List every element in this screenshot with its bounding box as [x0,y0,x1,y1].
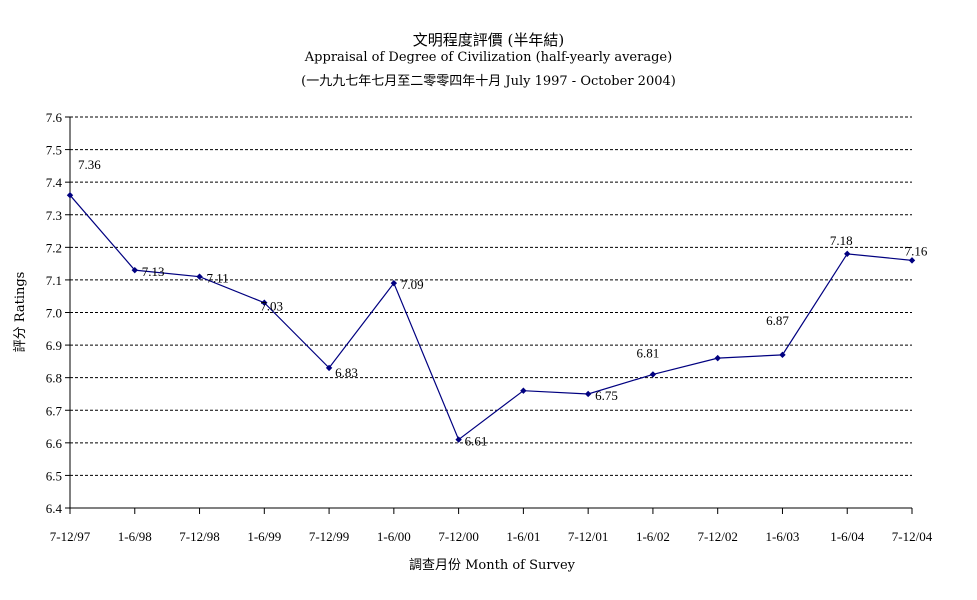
data-label: 7.13 [142,264,165,279]
x-tick-label: 7-12/02 [697,529,737,544]
x-tick-label: 7-12/98 [179,529,219,544]
series-line [69,194,913,441]
y-tick-label: 6.9 [46,338,62,353]
series-line-path [69,194,913,441]
y-tick-label: 6.6 [46,436,63,451]
data-point [649,371,657,378]
data-point [66,192,74,199]
data-point [779,351,786,359]
data-label: 7.03 [260,299,283,314]
data-point [390,279,398,287]
chart-subtitle: Appraisal of Degree of Civilization (hal… [304,50,673,65]
data-label: 7.36 [78,157,101,172]
y-tick-label: 6.4 [46,501,63,516]
x-tick-label: 7-12/04 [892,529,933,544]
data-point [714,354,721,362]
y-tick-label: 7.6 [46,110,63,125]
x-tick-label: 7-12/97 [50,529,91,544]
y-tick-label: 6.5 [46,468,62,483]
y-tick-label: 7.2 [46,240,62,255]
data-point [584,390,592,398]
data-label: 6.81 [637,345,660,360]
x-tick-label: 1-6/02 [636,529,670,544]
data-label: 6.75 [595,388,618,403]
x-tick-label: 1-6/00 [377,529,411,544]
data-points [66,192,916,443]
data-point [455,436,462,443]
y-tick-label: 7.1 [46,273,62,288]
data-point [844,250,851,258]
data-label: 7.16 [905,243,928,258]
y-tick-label: 6.8 [46,371,62,386]
y-tick-label: 7.4 [46,175,63,190]
x-tick-label: 7-12/00 [438,529,478,544]
y-tick-label: 7.5 [46,143,62,158]
data-label: 7.18 [830,233,853,248]
data-labels: 7.36 7.13 7.11 7.03 6.83 7.09 6.61 6.75 6.81 6.87… [78,157,928,448]
y-tick-labels: 6.4 6.5 6.6 6.7 6.8 6.9 7.0 7.1 7.2 7.3 7.4 7.5 7.6 [46,110,63,516]
y-tick-label: 7.3 [46,208,62,223]
y-tick-label: 6.7 [46,403,63,418]
x-tick-label: 1-6/01 [506,529,540,544]
gridlines [70,116,912,476]
x-axis-title: 調查月份 Month of Survey [409,558,576,573]
axes [65,116,913,514]
y-tick-label: 7.0 [46,306,62,321]
data-label: 7.11 [207,271,229,286]
data-label: 6.61 [465,434,488,449]
chart-date-range: (一九九七年七月至二零零四年十月 July 1997 - October 200… [301,74,676,89]
data-point [261,299,268,306]
data-point [520,387,527,394]
y-axis-title: 評分 Ratings [13,272,28,353]
chart-title: 文明程度評價 (半年結) [412,31,565,49]
data-point [908,257,916,264]
data-point [196,273,203,280]
data-label: 7.09 [401,277,424,292]
data-point [131,266,138,274]
x-tick-label: 1-6/03 [765,529,799,544]
x-tick-label: 1-6/98 [118,529,152,544]
x-tick-label: 7-12/99 [309,529,349,544]
x-tick-label: 1-6/04 [830,529,864,544]
data-point [325,364,333,372]
x-tick-label: 7-12/01 [568,529,608,544]
data-label: 6.87 [766,313,789,328]
x-tick-label: 1-6/99 [247,529,281,544]
data-label: 6.83 [335,365,358,380]
x-tick-labels: 7-12/97 1-6/98 7-12/98 1-6/99 7-12/99 1-6/00 7… [50,529,933,544]
